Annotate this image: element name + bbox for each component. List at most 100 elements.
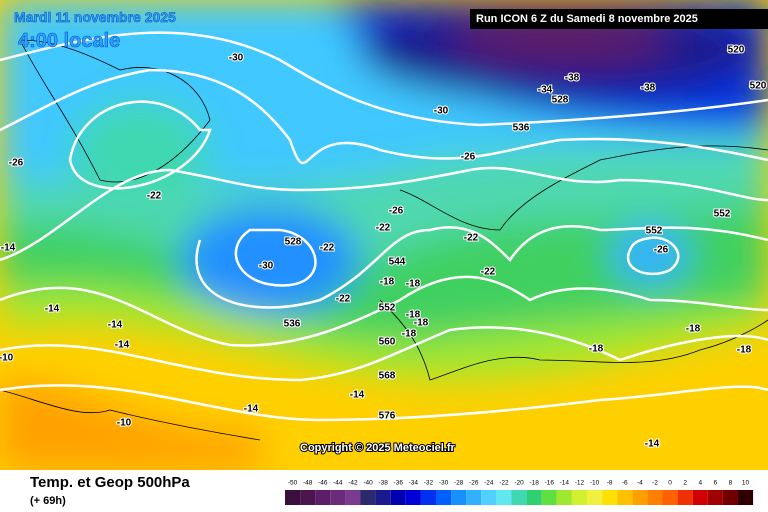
contour-label: -30 (434, 106, 449, 117)
scale-swatch (451, 490, 467, 505)
contour-label: 520 (728, 45, 745, 56)
scale-swatch (405, 490, 421, 505)
scale-swatch (662, 490, 678, 505)
contour-label: -26 (9, 158, 24, 169)
contour-label: -26 (461, 152, 476, 163)
geopotential-contours (0, 31, 768, 422)
scale-swatch (345, 490, 361, 505)
contour-label: 528 (552, 95, 569, 106)
contour-label: 536 (513, 123, 530, 134)
scale-swatch (285, 490, 301, 505)
scale-label: -4 (637, 480, 643, 487)
scale-label: -20 (514, 480, 524, 487)
scale-label: -36 (394, 480, 404, 487)
scale-swatch (692, 490, 708, 505)
scale-swatch (526, 490, 542, 505)
contour-label: 568 (379, 371, 396, 382)
scale-swatch (436, 490, 452, 505)
contour-label: -22 (464, 233, 479, 244)
contour-label: -26 (389, 206, 404, 217)
scale-label: 6 (714, 480, 718, 487)
lead-time: (+ 69h) (30, 495, 66, 507)
contour-label: -22 (336, 294, 351, 305)
scale-swatch (481, 490, 497, 505)
scale-swatch (300, 490, 316, 505)
scale-label: -30 (439, 480, 449, 487)
scale-label: -16 (545, 480, 555, 487)
scale-swatch (511, 490, 527, 505)
temperature-field (0, 0, 768, 470)
contour-label: -22 (147, 191, 162, 202)
scale-label: -38 (378, 480, 388, 487)
contour-label: -18 (414, 318, 429, 329)
contour-label: -22 (320, 243, 335, 254)
contour-label: -22 (376, 223, 391, 234)
contour-label: 576 (379, 411, 396, 422)
contour-label: 528 (285, 237, 302, 248)
contour-label: -14 (350, 390, 365, 401)
contour-label: 560 (379, 337, 396, 348)
contour-label: -14 (645, 439, 660, 450)
scale-label: -8 (607, 480, 613, 487)
contour-label: 536 (284, 319, 301, 330)
chart-name: Temp. et Geop 500hPa (30, 474, 190, 491)
scale-label: 8 (729, 480, 733, 487)
contour-label: -18 (406, 310, 421, 321)
contour-label: -34 (538, 85, 553, 96)
scale-label: -32 (424, 480, 434, 487)
contour-label: -14 (1, 243, 16, 254)
scale-label: 4 (698, 480, 702, 487)
scale-label: 0 (668, 480, 672, 487)
contour-label: -10 (117, 418, 132, 429)
forecast-time: 4:00 locale (18, 30, 120, 52)
scale-label: -26 (469, 480, 479, 487)
forecast-date: Mardi 11 novembre 2025 (14, 9, 176, 25)
contour-label: 520 (750, 81, 767, 92)
scale-swatch (466, 490, 482, 505)
scale-swatch (587, 490, 603, 505)
copyright: Copyright © 2025 Meteociel.fr (300, 442, 456, 454)
contour-label: -30 (229, 53, 244, 64)
contour-label: -38 (641, 83, 656, 94)
scale-label: -40 (363, 480, 373, 487)
scale-swatch (632, 490, 648, 505)
scale-label: -6 (622, 480, 628, 487)
contour-label: 544 (389, 257, 406, 268)
scale-swatch (420, 490, 436, 505)
contour-label: -18 (589, 344, 604, 355)
color-scale: -50 -48 -46 -44 -42 -40 -38 -36 -34 -32 -30 -28 -26-… (285, 480, 754, 505)
contour-label: -18 (380, 277, 395, 288)
scale-label: -46 (318, 480, 328, 487)
scale-label: -42 (348, 480, 358, 487)
scale-label: -48 (303, 480, 313, 487)
scale-swatch (541, 490, 557, 505)
scale-swatch (602, 490, 618, 505)
run-banner (470, 9, 768, 29)
coastlines (0, 39, 768, 441)
scale-swatch (375, 490, 391, 505)
scale-label: -24 (484, 480, 494, 487)
scale-swatch (360, 490, 376, 505)
contour-label: -26 (654, 245, 669, 256)
contour-labels: -30-38-34528-38520520-30536-26-26-22-26-… (0, 44, 768, 451)
scale-label: -44 (333, 480, 343, 487)
contour-label: -14 (244, 404, 259, 415)
scale-label: 10 (742, 480, 750, 487)
scale-swatch (647, 490, 663, 505)
contour-label: -18 (406, 279, 421, 290)
contour-label: -14 (115, 340, 130, 351)
scale-label: -28 (454, 480, 464, 487)
scale-swatch (707, 490, 723, 505)
scale-label: -12 (575, 480, 585, 487)
scale-label: -18 (529, 480, 539, 487)
scale-swatch (571, 490, 587, 505)
contour-label: -30 (259, 261, 274, 272)
scale-label: -22 (499, 480, 509, 487)
scale-swatch (738, 490, 754, 505)
scale-label: 2 (683, 480, 687, 487)
run-info: Run ICON 6 Z du Samedi 8 novembre 2025 (476, 13, 698, 25)
scale-swatch (556, 490, 572, 505)
scale-swatch (617, 490, 633, 505)
